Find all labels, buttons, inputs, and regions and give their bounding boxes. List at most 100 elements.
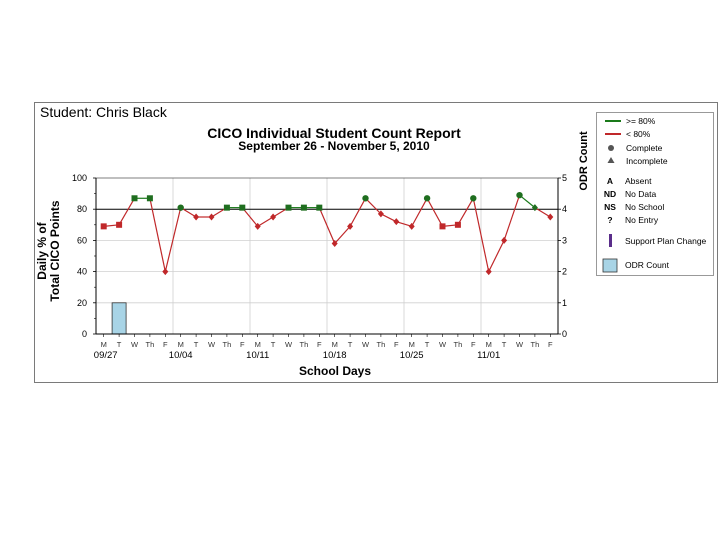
day-label: F: [548, 340, 553, 349]
data-point: [501, 236, 508, 244]
legend-noschool-key: NS: [604, 202, 616, 212]
series-segment: [241, 207, 259, 227]
legend-odr-swatch: [602, 258, 618, 273]
series-segment: [334, 225, 351, 244]
week-label: 10/25: [400, 350, 424, 361]
series-segment: [519, 194, 536, 209]
series-segment: [257, 216, 274, 227]
day-label: M: [332, 340, 338, 349]
data-point: [177, 204, 184, 211]
y-tick-label: 100: [72, 173, 87, 183]
day-label: Th: [146, 340, 155, 349]
day-label: T: [117, 340, 122, 349]
legend-odr-label: ODR Count: [625, 260, 669, 270]
day-label: M: [255, 340, 261, 349]
y2-tick-label: 0: [562, 329, 567, 339]
data-point: [285, 204, 292, 211]
data-point: [254, 222, 261, 230]
data-point: [470, 195, 477, 202]
data-point: [454, 221, 461, 228]
legend-noentry-label: No Entry: [625, 215, 659, 225]
series-segment: [426, 197, 444, 227]
day-label: W: [131, 340, 139, 349]
y-tick-label: 40: [77, 267, 87, 277]
legend-support-label: Support Plan Change: [625, 236, 707, 246]
legend-complete-marker: [608, 145, 614, 151]
data-point: [347, 222, 354, 230]
series-segment: [503, 194, 521, 241]
data-point: [239, 204, 246, 211]
day-label: M: [409, 340, 415, 349]
legend-complete-label: Complete: [626, 143, 663, 153]
legend: >= 80% < 80% Complete Incomplete A Absen…: [596, 112, 714, 276]
day-label: Th: [300, 340, 309, 349]
series-segment: [472, 198, 490, 272]
data-point: [516, 191, 523, 199]
student-name: Student: Chris Black: [40, 104, 167, 120]
y2-tick-label: 3: [562, 235, 567, 245]
week-label: 10/04: [169, 350, 193, 361]
legend-noentry-key: ?: [607, 215, 613, 225]
day-label: M: [486, 340, 492, 349]
week-label: 11/01: [477, 350, 500, 361]
day-label: F: [317, 340, 322, 349]
day-label: F: [394, 340, 399, 349]
day-label: Th: [454, 340, 463, 349]
day-label: T: [502, 340, 507, 349]
series-segment: [149, 198, 166, 272]
week-label: 09/27: [94, 350, 118, 361]
legend-nodata-label: No Data: [625, 189, 657, 199]
day-label: F: [163, 340, 168, 349]
data-point: [300, 204, 307, 211]
y-tick-label: 0: [82, 329, 87, 339]
data-point: [362, 195, 369, 202]
day-label: T: [194, 340, 199, 349]
y2-tick-label: 1: [562, 298, 567, 308]
day-label: Th: [531, 340, 540, 349]
series-segment: [118, 197, 136, 226]
data-point: [316, 204, 323, 211]
legend-below-label: < 80%: [626, 129, 651, 139]
legend-incomplete-marker: [607, 157, 615, 163]
day-label: W: [208, 340, 216, 349]
series-segment: [318, 207, 336, 244]
data-point: [393, 218, 400, 226]
y-tick-label: 80: [77, 204, 87, 214]
data-point: [423, 195, 431, 202]
series-segment: [380, 213, 397, 223]
report-frame: [34, 102, 718, 383]
series-segment: [365, 197, 382, 215]
legend-absent-key: A: [606, 176, 614, 186]
legend-nodata-key: ND: [603, 189, 617, 199]
day-label: W: [439, 340, 447, 349]
series-segment: [164, 207, 182, 272]
series-segment: [534, 207, 551, 218]
y2-tick-label: 4: [562, 204, 567, 214]
legend-above-label: >= 80%: [626, 116, 656, 126]
day-label: W: [516, 340, 524, 349]
day-label: T: [271, 340, 276, 349]
odr-bar: [111, 302, 127, 335]
day-label: M: [101, 340, 107, 349]
data-point: [439, 223, 446, 230]
data-point: [131, 195, 138, 202]
day-label: W: [362, 340, 370, 349]
chart-title: CICO Individual Student Count Report: [207, 125, 461, 141]
data-point: [377, 210, 384, 218]
legend-incomplete-label: Incomplete: [626, 156, 668, 166]
data-point: [146, 195, 153, 202]
week-label: 10/18: [323, 350, 347, 361]
day-label: T: [425, 340, 430, 349]
data-point: [331, 240, 338, 248]
data-point: [223, 204, 230, 211]
data-point: [162, 268, 169, 276]
data-point: [193, 213, 200, 221]
data-point: [100, 223, 107, 230]
day-label: Th: [223, 340, 232, 349]
day-label: M: [178, 340, 184, 349]
data-point: [270, 213, 277, 221]
legend-support-swatch: [609, 234, 612, 247]
series-segment: [349, 197, 367, 227]
y-tick-label: 60: [77, 235, 87, 245]
